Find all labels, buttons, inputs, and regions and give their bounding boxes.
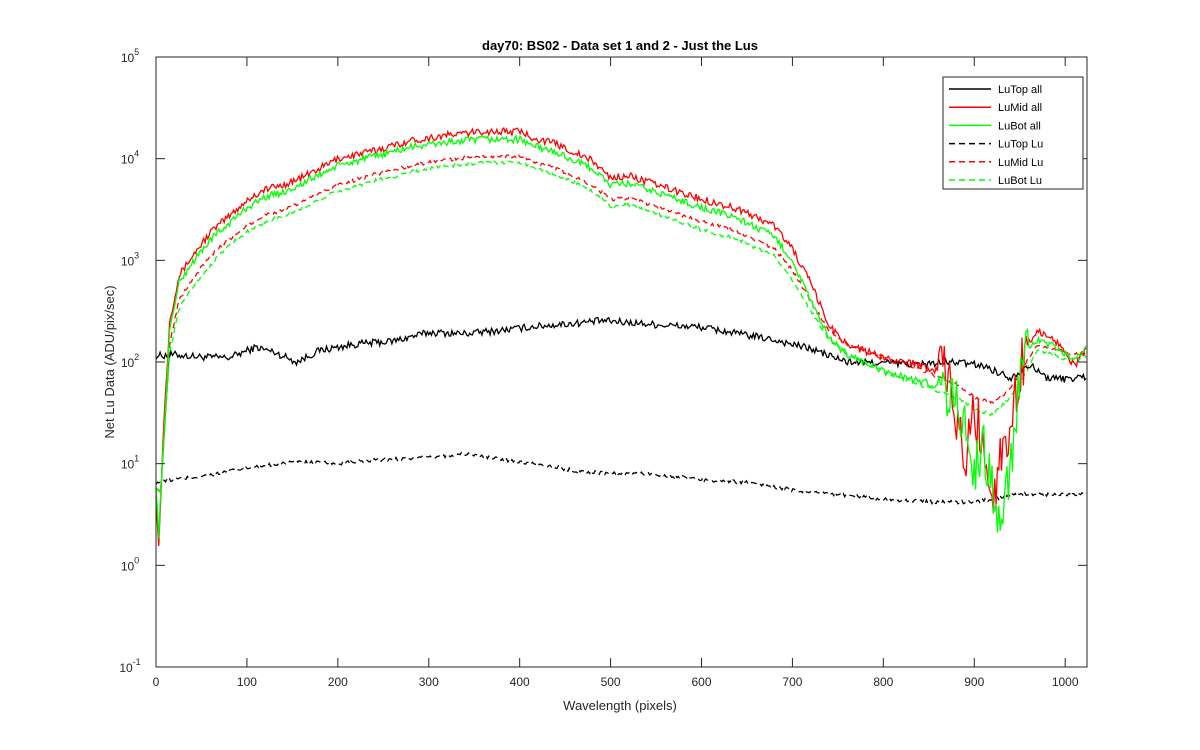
x-tick-label: 500 (601, 675, 621, 689)
x-tick-label: 600 (691, 675, 711, 689)
x-axis-label: Wavelength (pixels) (563, 698, 677, 713)
legend-label: LuTop all (998, 84, 1042, 96)
y-tick-base: 10 (121, 254, 135, 268)
legend: LuTop all LuMid all LuBot all LuTop Lu LuMid… (942, 76, 1084, 190)
y-tick-base: 10 (121, 356, 135, 370)
y-tick-base: 10 (121, 153, 135, 167)
x-tick-label: 300 (419, 675, 439, 689)
legend-box (942, 76, 1084, 190)
y-tick-label: 101 (121, 454, 139, 472)
y-tick-exponent: 4 (134, 149, 139, 159)
y-tick-base: 10 (121, 559, 135, 573)
x-tick-label: 800 (873, 675, 893, 689)
x-tick-label: 400 (510, 675, 530, 689)
legend-entries: LuTop all LuMid all LuBot all LuTop Lu LuMid… (949, 84, 1043, 187)
y-tick-exponent: -1 (133, 657, 141, 667)
y-axis-label: Net Lu Data (ADU/pix/sec) (102, 285, 117, 438)
series-line-1 (155, 126, 1087, 546)
legend-label: LuBot Lu (998, 175, 1042, 187)
x-tick-label: 100 (237, 675, 257, 689)
legend-label: LuMid all (998, 102, 1042, 114)
x-tick-label: 0 (153, 675, 160, 689)
x-tick-label: 200 (328, 675, 348, 689)
x-tick-label: 700 (782, 675, 802, 689)
x-tick-label: 1000 (1052, 675, 1079, 689)
series-line-3 (155, 451, 1087, 506)
y-tick-label: 105 (121, 47, 139, 65)
y-tick-label: 100 (121, 555, 139, 573)
y-tick-base: 10 (119, 661, 133, 675)
y-tick-label: 104 (121, 149, 139, 167)
legend-label: LuMid Lu (998, 157, 1043, 169)
y-tick-base: 10 (121, 51, 135, 65)
series-line-0 (155, 316, 1087, 383)
x-tick-label: 900 (964, 675, 984, 689)
tick-layer: 0 100 200 300 400 500 600 700 800 900 100010-11001… (119, 47, 1087, 689)
y-tick-exponent: 5 (134, 47, 139, 57)
chart-title: day70: BS02 - Data set 1 and 2 - Just th… (482, 38, 758, 53)
y-tick-label: 103 (121, 250, 139, 268)
series-layer (155, 126, 1087, 546)
y-tick-exponent: 1 (134, 454, 139, 464)
y-tick-base: 10 (121, 458, 135, 472)
y-tick-label: 102 (121, 352, 139, 370)
series-line-2 (155, 134, 1087, 539)
legend-label: LuBot all (998, 120, 1041, 132)
legend-label: LuTop Lu (998, 139, 1043, 151)
y-tick-label: 10-1 (119, 657, 140, 675)
series-line-4 (155, 153, 1087, 494)
series-line-5 (155, 160, 1087, 495)
y-tick-exponent: 2 (134, 352, 139, 362)
y-tick-exponent: 0 (134, 555, 139, 565)
y-tick-exponent: 3 (134, 250, 139, 260)
